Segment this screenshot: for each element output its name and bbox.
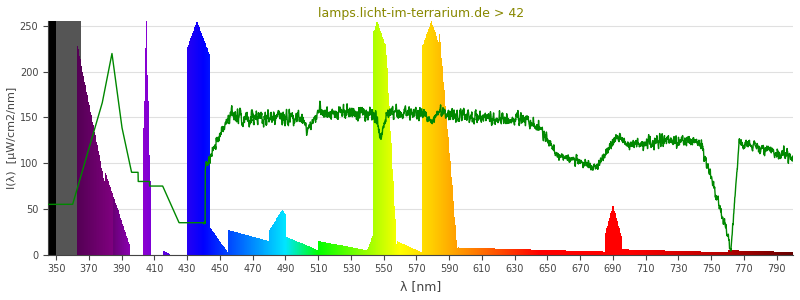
X-axis label: λ [nm]: λ [nm]	[400, 280, 441, 293]
Bar	[56, 21, 81, 255]
Y-axis label: I(λ)  [μW/cm2/nm]: I(λ) [μW/cm2/nm]	[7, 87, 17, 189]
Title: lamps.licht-im-terrarium.de > 42: lamps.licht-im-terrarium.de > 42	[318, 7, 524, 20]
